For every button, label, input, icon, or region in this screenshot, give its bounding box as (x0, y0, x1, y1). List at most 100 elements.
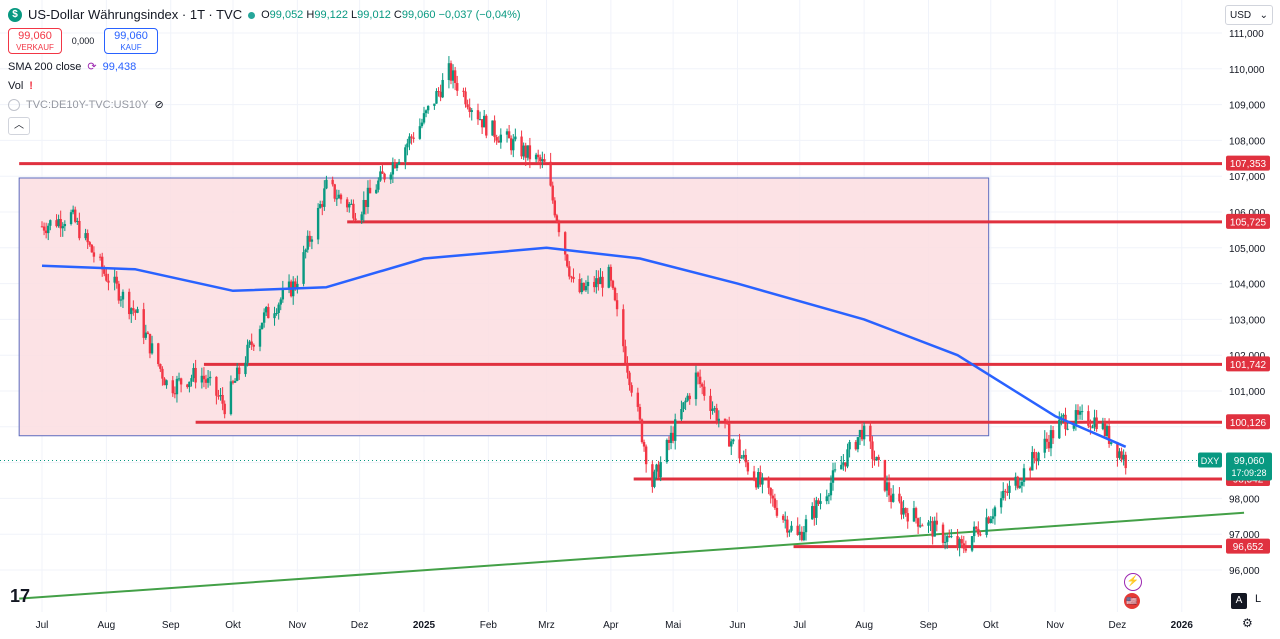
candle-body (381, 171, 384, 174)
candle-body (611, 280, 615, 288)
settings-gear-icon[interactable]: ⚙ (1242, 616, 1253, 630)
candle-body (671, 432, 675, 441)
candle-body (192, 367, 195, 379)
candle-body (642, 442, 646, 447)
candle-body (601, 276, 604, 288)
candle-body (732, 439, 735, 442)
candle-body (1091, 427, 1094, 429)
candle-body (1037, 452, 1040, 462)
candle-body (395, 164, 399, 169)
symbol-title[interactable]: US-Dollar Währungsindex · 1T · TVC (28, 7, 243, 22)
candle-body (134, 310, 137, 313)
candle-body (493, 120, 496, 138)
buy-button[interactable]: 99,060 KAUF (104, 28, 158, 54)
candle-body (941, 524, 945, 543)
compare-symbol-label[interactable]: TVC:DE10Y-TVC:US10Y (26, 99, 149, 111)
candle-body (757, 472, 760, 488)
candle-body (302, 252, 305, 284)
candle-body (580, 282, 583, 293)
auto-scale-button[interactable]: A (1231, 593, 1247, 609)
candle-body (252, 344, 255, 347)
candle-body (856, 437, 860, 450)
candle-body (441, 79, 444, 98)
candle-body (738, 439, 741, 459)
candle-body (945, 536, 949, 542)
y-axis-tick-label: 98,000 (1229, 494, 1260, 505)
candle-body (557, 222, 561, 233)
candle-body (379, 171, 382, 181)
sell-button[interactable]: 99,060 VERKAUF (8, 28, 62, 54)
candle-body (132, 308, 135, 311)
countdown-label: 17:09:28 (1231, 468, 1266, 478)
candle-body (885, 482, 889, 491)
candle-body (190, 378, 193, 382)
candle-body (534, 154, 538, 160)
us-flag-icon[interactable]: 🇺🇸 (1124, 593, 1140, 609)
candle-body (1006, 491, 1009, 493)
candle-body (204, 379, 208, 383)
candle-body (410, 136, 413, 138)
candle-body (323, 188, 326, 207)
candle-body (767, 477, 770, 488)
candle-body (1062, 414, 1065, 417)
x-axis-tick-label: Aug (97, 620, 115, 631)
candle-body (362, 199, 365, 215)
candle-body (727, 423, 731, 447)
candle-body (566, 254, 569, 267)
candle-body (786, 519, 789, 533)
candle-body (360, 214, 363, 221)
warning-icon[interactable]: ! (29, 80, 33, 92)
candle-body (267, 307, 270, 319)
candle-body (819, 501, 822, 504)
candle-body (316, 207, 320, 240)
currency-selector[interactable]: USD ⌄ (1225, 5, 1273, 25)
candle-body (175, 378, 179, 395)
volume-label[interactable]: Vol (8, 80, 24, 92)
candle-body (512, 139, 515, 151)
candle-body (1120, 451, 1123, 460)
candle-body (148, 333, 152, 354)
candle-body (231, 381, 235, 383)
candle-body (742, 454, 745, 458)
candle-body (964, 548, 968, 551)
candle-body (875, 456, 878, 461)
candle-body (115, 276, 118, 284)
candle-body (541, 159, 544, 162)
candle-body (586, 281, 590, 287)
candle-body (223, 403, 226, 415)
candle-body (717, 418, 721, 421)
candle-body (889, 495, 893, 502)
candle-body (491, 120, 494, 136)
candle-body (1107, 426, 1111, 444)
candle-body (622, 309, 625, 347)
candle-body (92, 252, 96, 257)
candle-body (165, 380, 168, 386)
candle-body (90, 244, 94, 253)
sma-200-line (41, 246, 1127, 448)
flash-icon[interactable]: ⚡ (1124, 573, 1142, 591)
candle-body (364, 199, 368, 208)
collapse-legend-button[interactable]: ︿ (8, 117, 30, 135)
candle-body (76, 220, 79, 222)
candle-body (456, 83, 459, 91)
candle-body (447, 63, 451, 80)
x-axis-tick-label: Dez (351, 620, 369, 631)
candle-body (287, 281, 291, 290)
candle-body (453, 70, 457, 84)
candle-body (250, 341, 253, 345)
log-scale-button[interactable]: L (1255, 593, 1262, 605)
candle-body (476, 110, 480, 120)
candle-body (956, 536, 959, 548)
candle-body (935, 520, 938, 525)
candle-body (522, 145, 525, 157)
hidden-eye-icon[interactable]: ⊘ (154, 99, 164, 111)
tradingview-logo-icon[interactable]: 17 (10, 586, 31, 606)
candle-body (157, 343, 160, 365)
candle-body (999, 498, 1003, 508)
sync-icon[interactable]: ⟳ (87, 61, 97, 73)
x-axis-tick-label: Nov (288, 620, 306, 631)
candle-body (860, 429, 864, 440)
candle-body (987, 517, 990, 524)
sma-label[interactable]: SMA 200 close (8, 61, 82, 73)
